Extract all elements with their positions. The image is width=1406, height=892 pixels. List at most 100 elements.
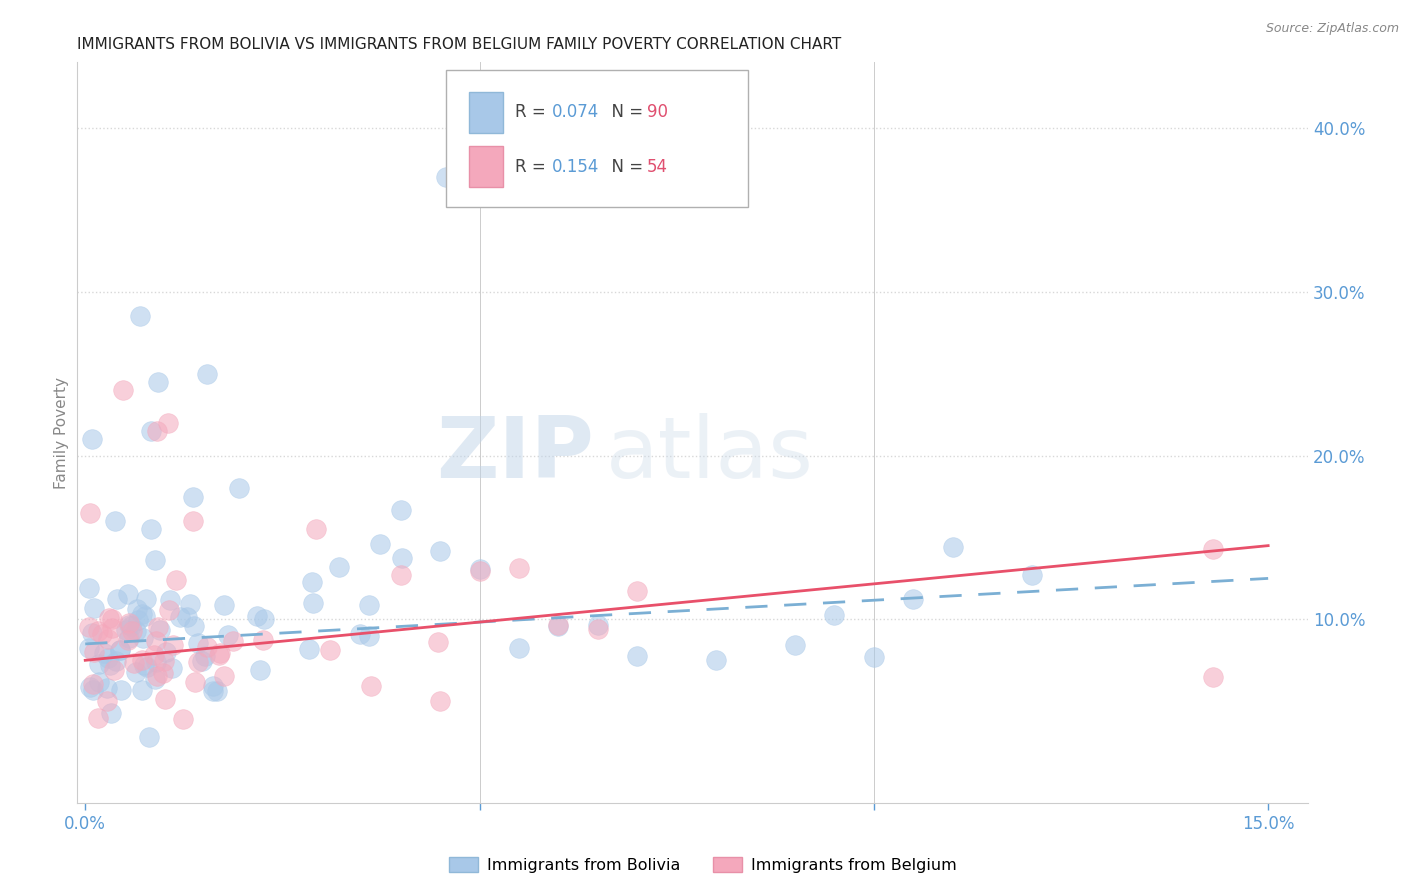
Point	[139, 424, 162, 438]
Point	[145, 424, 167, 438]
Point	[823, 608, 845, 623]
Point	[149, 623, 172, 637]
Point	[191, 654, 214, 668]
Text: N =: N =	[602, 103, 648, 121]
Point	[131, 682, 153, 697]
Point	[117, 632, 139, 647]
Point	[120, 619, 142, 633]
Point	[863, 650, 886, 665]
Point	[80, 626, 103, 640]
Point	[176, 610, 198, 624]
Point	[96, 693, 118, 707]
Point	[359, 630, 381, 644]
Point	[108, 643, 131, 657]
Point	[187, 636, 209, 650]
Point	[626, 648, 648, 663]
Point	[104, 654, 127, 668]
Point	[208, 646, 231, 660]
Point	[125, 624, 148, 639]
Point	[301, 574, 323, 589]
Point	[301, 596, 323, 610]
Point	[165, 573, 187, 587]
Point	[212, 669, 235, 683]
Point	[77, 641, 100, 656]
Point	[319, 642, 342, 657]
Point	[138, 731, 160, 745]
Point	[1202, 541, 1225, 556]
Point	[704, 653, 727, 667]
Point	[305, 522, 328, 536]
Point	[547, 618, 569, 632]
Point	[1021, 568, 1043, 582]
Point	[82, 677, 104, 691]
Point	[142, 648, 165, 663]
Point	[434, 170, 457, 185]
Point	[195, 367, 218, 381]
Point	[93, 646, 115, 660]
Point	[159, 592, 181, 607]
Point	[155, 645, 177, 659]
Point	[118, 631, 141, 645]
Point	[124, 665, 146, 679]
Point	[77, 620, 100, 634]
Point	[86, 624, 108, 638]
Point	[101, 612, 124, 626]
Text: 90: 90	[647, 103, 668, 121]
Point	[132, 657, 155, 672]
Point	[391, 551, 413, 566]
Point	[148, 620, 170, 634]
Text: R =: R =	[516, 158, 551, 176]
Point	[143, 672, 166, 686]
Text: 54: 54	[647, 158, 668, 176]
Point	[118, 616, 141, 631]
Point	[152, 666, 174, 681]
Point	[131, 652, 153, 666]
Point	[159, 603, 181, 617]
Point	[162, 638, 184, 652]
Point	[328, 559, 350, 574]
Point	[205, 684, 228, 698]
Point	[127, 602, 149, 616]
Point	[468, 562, 491, 576]
Point	[121, 624, 143, 639]
Point	[357, 598, 380, 612]
Point	[145, 655, 167, 669]
Point	[427, 635, 450, 649]
Point	[135, 660, 157, 674]
Point	[547, 619, 569, 633]
Point	[360, 679, 382, 693]
Point	[145, 669, 167, 683]
Point	[217, 628, 239, 642]
Point	[97, 650, 120, 665]
Point	[87, 711, 110, 725]
Text: atlas: atlas	[606, 413, 814, 496]
Point	[179, 597, 201, 611]
Point	[87, 657, 110, 671]
Text: N =: N =	[602, 158, 648, 176]
Point	[131, 607, 153, 621]
Point	[222, 634, 245, 648]
Point	[115, 623, 138, 637]
Point	[134, 609, 156, 624]
Point	[1202, 670, 1225, 684]
Point	[117, 586, 139, 600]
Point	[181, 490, 204, 504]
FancyBboxPatch shape	[468, 92, 503, 133]
Point	[96, 632, 118, 646]
Point	[783, 638, 806, 652]
Point	[122, 656, 145, 670]
Text: 0.154: 0.154	[553, 158, 599, 176]
Point	[298, 642, 321, 657]
Point	[183, 619, 205, 633]
Point	[586, 617, 609, 632]
Point	[349, 626, 371, 640]
Point	[169, 610, 191, 624]
Point	[83, 645, 105, 659]
Point	[105, 591, 128, 606]
Point	[468, 565, 491, 579]
Point	[82, 682, 104, 697]
Point	[429, 544, 451, 558]
Point	[194, 649, 217, 664]
Point	[586, 622, 609, 636]
Point	[96, 681, 118, 695]
